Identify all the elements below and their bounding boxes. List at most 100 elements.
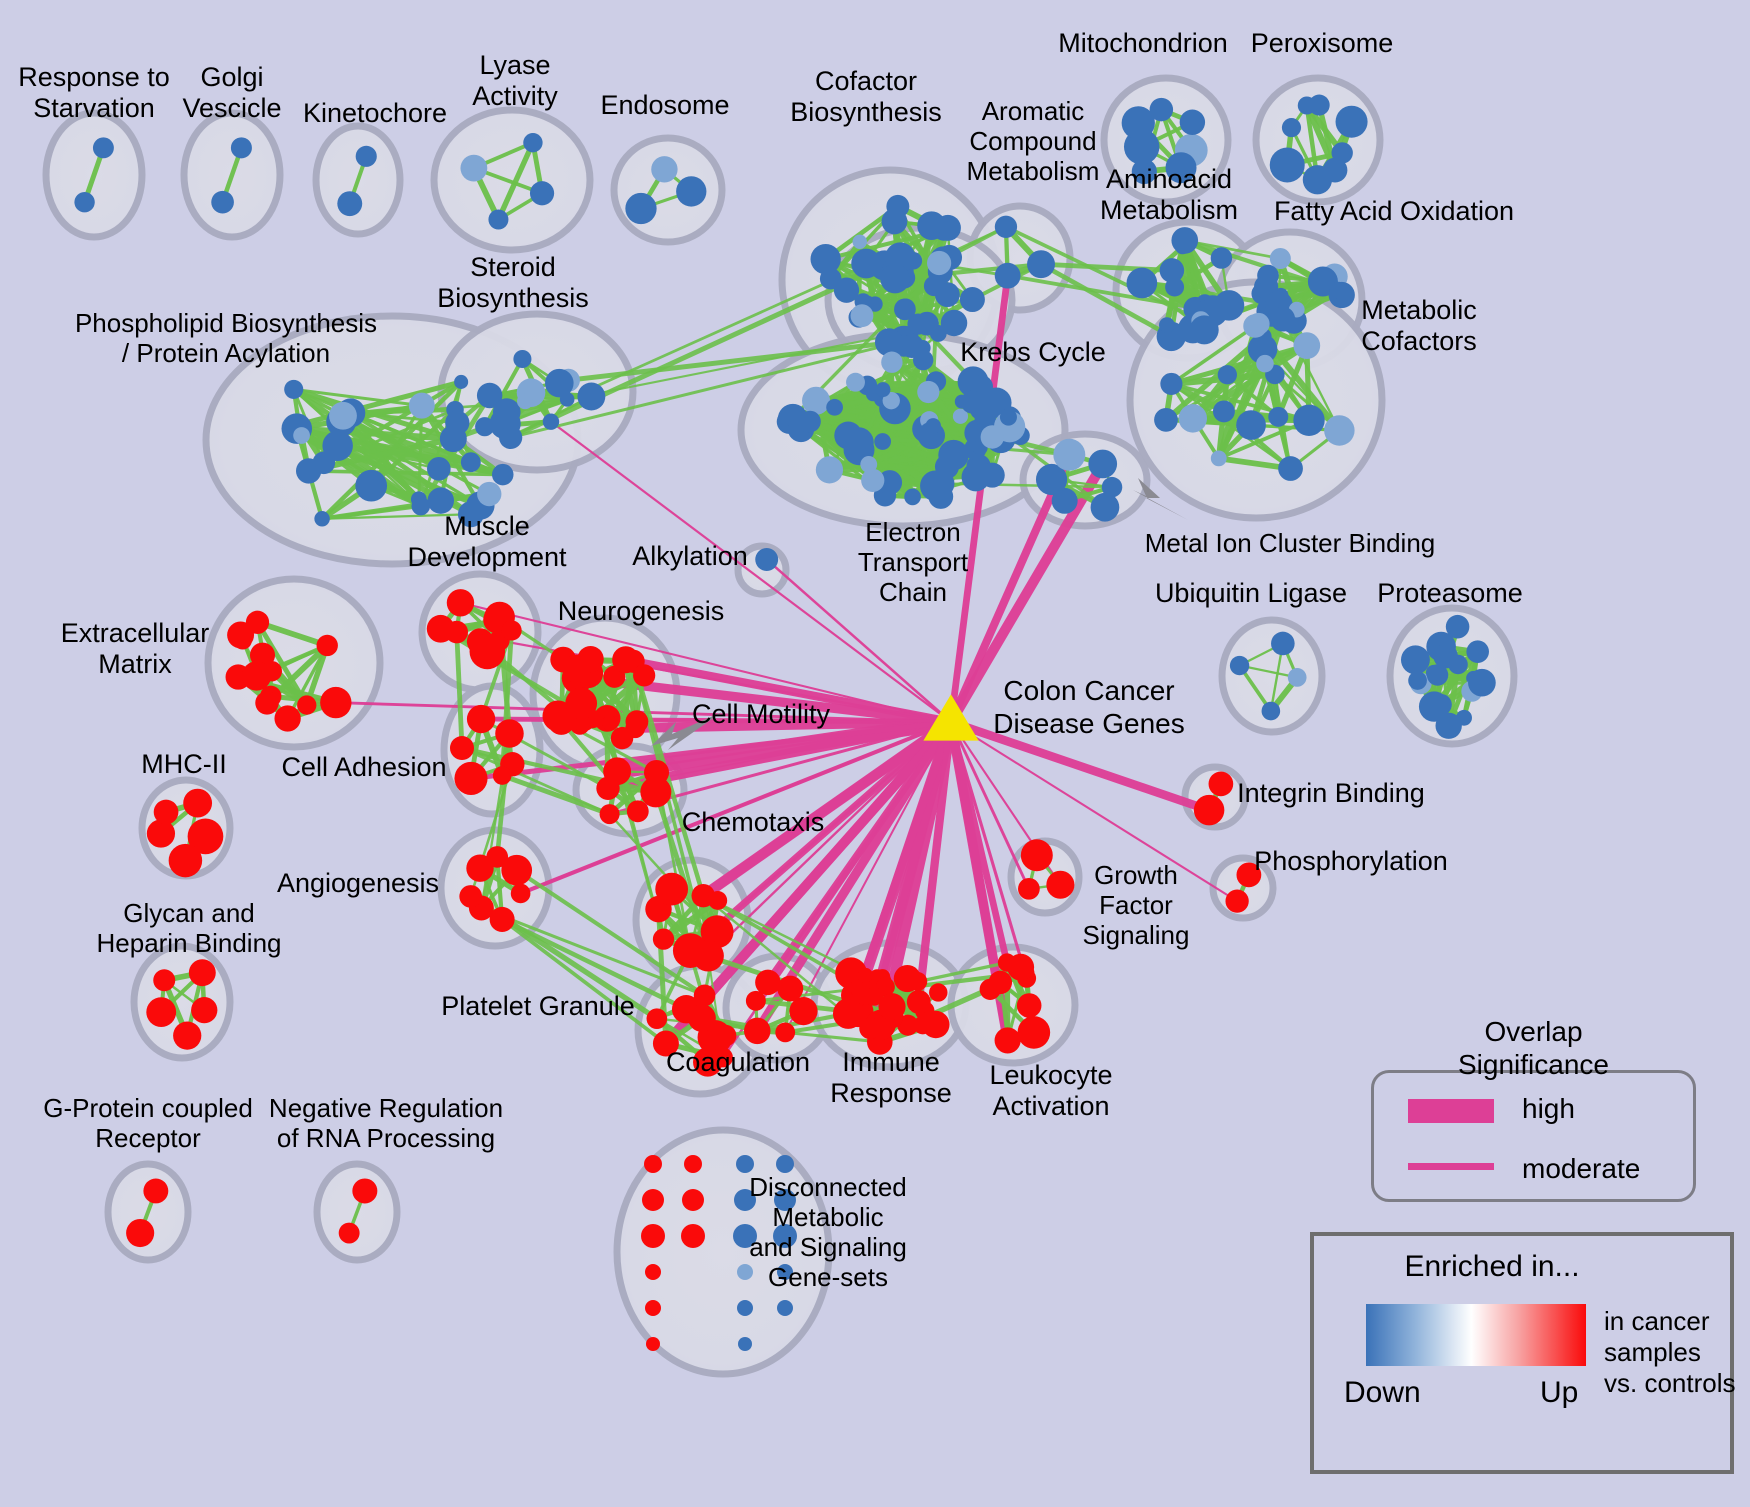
gene-set-node[interactable] bbox=[603, 757, 632, 786]
gene-set-node[interactable] bbox=[1270, 306, 1296, 332]
gene-set-node[interactable] bbox=[488, 209, 509, 230]
gene-set-node[interactable] bbox=[466, 704, 496, 734]
gene-set-node[interactable] bbox=[320, 686, 352, 719]
gene-set-node[interactable] bbox=[700, 915, 734, 949]
gene-set-node[interactable] bbox=[1179, 109, 1206, 135]
gene-set-node[interactable] bbox=[646, 1008, 668, 1029]
gene-set-node[interactable] bbox=[894, 298, 916, 321]
gene-set-node[interactable] bbox=[906, 990, 931, 1014]
gene-set-node[interactable] bbox=[881, 208, 908, 235]
gene-set-node[interactable] bbox=[510, 883, 531, 904]
gene-set-node[interactable] bbox=[475, 417, 495, 437]
gene-set-node[interactable] bbox=[545, 368, 574, 398]
gene-set-node[interactable] bbox=[261, 660, 282, 682]
gene-set-node[interactable] bbox=[959, 287, 985, 313]
gene-set-node[interactable] bbox=[880, 263, 910, 294]
gene-set-node[interactable] bbox=[777, 1300, 793, 1316]
gene-set-node[interactable] bbox=[676, 176, 707, 207]
gene-set-node[interactable] bbox=[773, 1224, 797, 1248]
gene-set-node[interactable] bbox=[693, 984, 716, 1007]
gene-set-node[interactable] bbox=[1210, 450, 1227, 467]
gene-set-node[interactable] bbox=[408, 392, 435, 419]
gene-set-node[interactable] bbox=[449, 736, 475, 761]
gene-set-node[interactable] bbox=[188, 959, 216, 987]
gene-set-node[interactable] bbox=[460, 154, 488, 182]
gene-set-node[interactable] bbox=[352, 1178, 378, 1204]
gene-set-node[interactable] bbox=[612, 646, 640, 674]
gene-set-node[interactable] bbox=[1018, 877, 1040, 900]
gene-set-node[interactable] bbox=[640, 776, 672, 808]
gene-set-node[interactable] bbox=[927, 250, 952, 276]
gene-set-node[interactable] bbox=[652, 928, 675, 950]
gene-set-node[interactable] bbox=[610, 726, 634, 750]
gene-set-node[interactable] bbox=[547, 707, 575, 735]
gene-set-node[interactable] bbox=[1256, 354, 1274, 373]
gene-set-node[interactable] bbox=[1225, 889, 1249, 913]
gene-set-node[interactable] bbox=[173, 1021, 202, 1050]
gene-set-node[interactable] bbox=[454, 761, 488, 795]
gene-set-node[interactable] bbox=[1210, 247, 1233, 269]
gene-set-node[interactable] bbox=[864, 987, 884, 1006]
gene-set-node[interactable] bbox=[1293, 404, 1325, 436]
gene-set-node[interactable] bbox=[881, 351, 903, 373]
gene-set-node[interactable] bbox=[642, 1189, 664, 1211]
gene-set-node[interactable] bbox=[446, 589, 475, 617]
gene-set-node[interactable] bbox=[274, 705, 301, 732]
gene-set-node[interactable] bbox=[1433, 643, 1458, 669]
gene-set-node[interactable] bbox=[737, 1264, 753, 1280]
gene-set-node[interactable] bbox=[859, 1017, 881, 1040]
gene-set-node[interactable] bbox=[917, 380, 940, 404]
gene-set-node[interactable] bbox=[979, 978, 1001, 1000]
gene-set-node[interactable] bbox=[355, 145, 377, 167]
gene-set-node[interactable] bbox=[1466, 640, 1489, 663]
gene-set-node[interactable] bbox=[833, 277, 860, 303]
gene-set-node[interactable] bbox=[625, 192, 657, 225]
gene-set-node[interactable] bbox=[329, 401, 357, 430]
gene-set-node[interactable] bbox=[1046, 870, 1075, 899]
gene-set-node[interactable] bbox=[974, 408, 997, 431]
gene-set-node[interactable] bbox=[1053, 438, 1086, 471]
gene-set-node[interactable] bbox=[994, 1027, 1021, 1054]
gene-set-node[interactable] bbox=[733, 1224, 757, 1248]
gene-set-node[interactable] bbox=[1149, 97, 1174, 122]
gene-set-node[interactable] bbox=[846, 372, 865, 392]
gene-set-node[interactable] bbox=[523, 133, 543, 153]
gene-set-node[interactable] bbox=[940, 309, 968, 337]
gene-set-node[interactable] bbox=[314, 511, 330, 527]
gene-set-node[interactable] bbox=[952, 408, 969, 424]
gene-set-node[interactable] bbox=[734, 1189, 756, 1211]
gene-set-node[interactable] bbox=[1121, 106, 1155, 140]
gene-set-node[interactable] bbox=[445, 620, 469, 644]
gene-set-node[interactable] bbox=[153, 969, 176, 992]
gene-set-node[interactable] bbox=[460, 452, 481, 473]
gene-set-node[interactable] bbox=[1160, 372, 1183, 395]
gene-set-node[interactable] bbox=[979, 462, 1005, 488]
gene-set-node[interactable] bbox=[489, 906, 515, 932]
gene-set-node[interactable] bbox=[1217, 365, 1237, 385]
gene-set-node[interactable] bbox=[875, 382, 891, 398]
gene-set-node[interactable] bbox=[338, 1222, 360, 1244]
gene-set-node[interactable] bbox=[1212, 400, 1235, 423]
gene-set-node[interactable] bbox=[1418, 691, 1450, 722]
gene-set-node[interactable] bbox=[1400, 645, 1430, 675]
gene-set-node[interactable] bbox=[861, 468, 885, 492]
gene-set-node[interactable] bbox=[860, 455, 878, 473]
gene-set-node[interactable] bbox=[777, 1264, 793, 1280]
gene-set-node[interactable] bbox=[994, 262, 1021, 289]
gene-set-node[interactable] bbox=[934, 214, 961, 241]
gene-set-node[interactable] bbox=[1329, 281, 1347, 299]
gene-set-node[interactable] bbox=[826, 398, 843, 416]
gene-set-node[interactable] bbox=[1236, 410, 1266, 440]
gene-set-node[interactable] bbox=[644, 1155, 662, 1173]
gene-set-node[interactable] bbox=[1426, 664, 1449, 686]
gene-set-node[interactable] bbox=[755, 969, 781, 996]
gene-set-node[interactable] bbox=[643, 759, 670, 786]
gene-set-node[interactable] bbox=[513, 349, 532, 369]
gene-set-node[interactable] bbox=[1408, 671, 1427, 690]
gene-set-node[interactable] bbox=[227, 621, 255, 649]
gene-set-node[interactable] bbox=[874, 328, 904, 357]
gene-set-node[interactable] bbox=[857, 967, 874, 984]
gene-set-node[interactable] bbox=[355, 469, 388, 502]
gene-set-node[interactable] bbox=[316, 634, 338, 657]
gene-set-node[interactable] bbox=[736, 1155, 754, 1173]
